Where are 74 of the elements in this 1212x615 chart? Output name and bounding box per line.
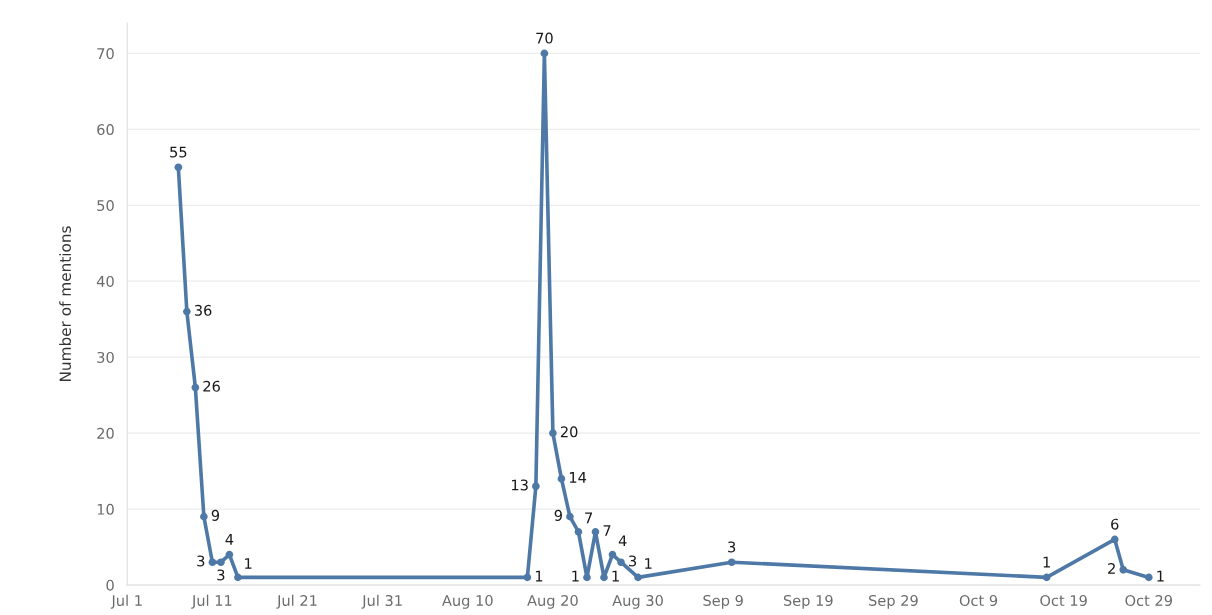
point [549, 429, 557, 437]
data-label: 1 [612, 570, 619, 582]
data-label: 36 [194, 304, 212, 316]
x-tick-label: Sep 29 [869, 594, 918, 609]
data-label: 20 [560, 426, 578, 438]
point [634, 573, 642, 582]
data-label: 9 [211, 509, 220, 521]
data-label: 3 [197, 555, 205, 567]
data-label: 3 [728, 541, 736, 553]
x-tick-label: Sep 9 [703, 594, 743, 609]
data-label: 9 [554, 509, 562, 521]
point [600, 573, 608, 582]
point [608, 550, 617, 559]
data-label: 55 [170, 146, 187, 158]
point [591, 528, 600, 536]
data-label: 3 [217, 569, 225, 581]
data-label: 1 [572, 570, 579, 582]
data-label: 2 [1108, 563, 1115, 574]
data-label: 6 [1111, 518, 1119, 530]
data-label: 13 [511, 479, 528, 491]
y-tick-label: 40 [96, 275, 114, 287]
point [1144, 573, 1153, 582]
y-tick-label: 70 [97, 48, 114, 60]
x-tick-label: Sep 19 [783, 594, 833, 609]
x-tick-label: Jul 21 [276, 594, 317, 609]
x-tick-label: Oct 29 [1125, 594, 1172, 607]
point [574, 528, 583, 536]
data-label: 14 [569, 472, 587, 483]
data-label: 4 [618, 535, 627, 547]
data-label: 7 [603, 525, 611, 536]
data-label: 4 [225, 534, 234, 545]
point [1110, 535, 1119, 544]
x-tick-label: Jul 1 [110, 594, 142, 609]
x-tick-label: Aug 10 [442, 594, 493, 609]
data-label: 7 [585, 512, 593, 524]
point [566, 512, 574, 521]
data-label: 1 [1157, 570, 1164, 582]
data-label: 1 [535, 570, 543, 582]
point [234, 573, 242, 582]
y-tick-label: 10 [97, 503, 114, 515]
data-label: 1 [245, 558, 252, 569]
point [191, 383, 200, 392]
point [225, 550, 234, 559]
data-label: 70 [536, 32, 553, 44]
x-tick-label: Jul 11 [191, 594, 232, 609]
point [200, 512, 208, 521]
x-tick-label: Aug 20 [527, 594, 578, 609]
y-axis-title: Number of mentions [59, 226, 72, 381]
point [183, 307, 191, 316]
point [540, 49, 549, 58]
point [523, 573, 532, 582]
x-tick-label: Aug 30 [612, 594, 663, 609]
x-tick-label: Oct 19 [1040, 594, 1087, 607]
data-label: 3 [629, 555, 637, 567]
point [583, 573, 591, 582]
y-tick-label: 30 [97, 351, 114, 363]
x-tick-label: Oct 9 [959, 594, 998, 607]
y-tick-label: 50 [97, 199, 114, 212]
y-tick-label: 60 [97, 124, 114, 136]
y-tick-label: 20 [97, 427, 114, 439]
data-label: 26 [203, 380, 220, 392]
x-tick-label: Jul 31 [361, 594, 402, 609]
point [617, 558, 625, 567]
point [174, 163, 183, 172]
point [1042, 573, 1051, 582]
data-label: 1 [1043, 556, 1050, 568]
point [217, 558, 225, 567]
point [532, 482, 540, 491]
point [557, 474, 566, 483]
data-label: 1 [645, 558, 652, 569]
point [1119, 565, 1128, 574]
point [208, 558, 217, 567]
point [727, 558, 736, 567]
y-tick-label: 0 [106, 579, 114, 591]
